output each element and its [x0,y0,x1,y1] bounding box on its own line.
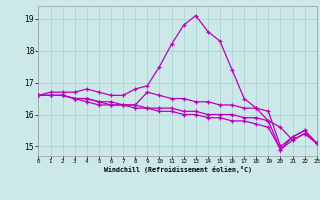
X-axis label: Windchill (Refroidissement éolien,°C): Windchill (Refroidissement éolien,°C) [104,166,252,173]
